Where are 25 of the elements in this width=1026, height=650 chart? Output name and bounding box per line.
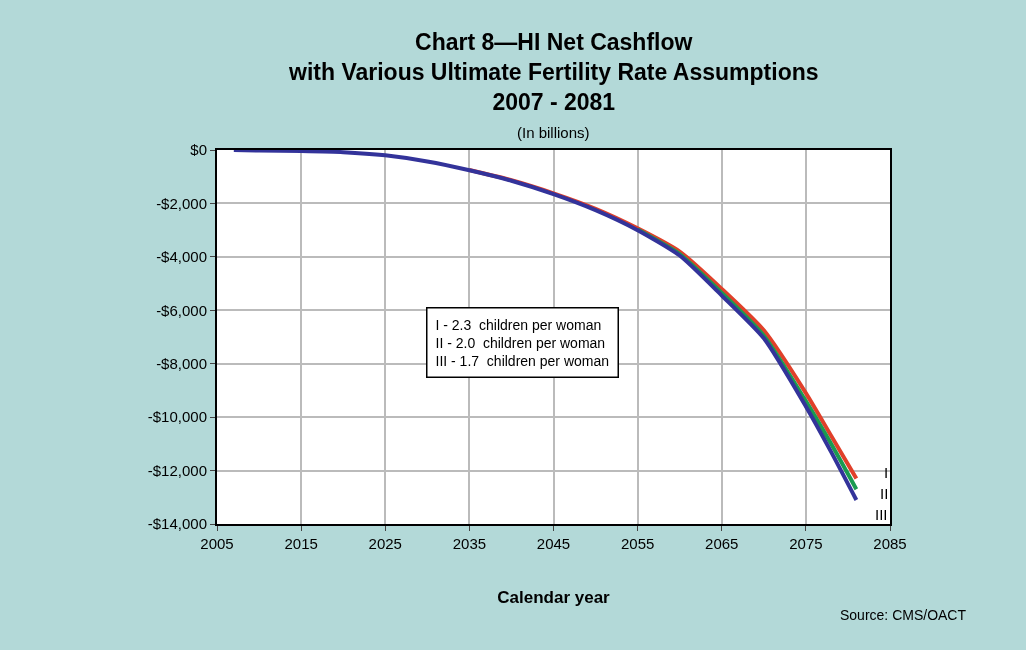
x-tick-label: 2085 (873, 535, 907, 552)
y-tick-label: -$4,000 (156, 248, 207, 266)
x-tick-label: 2045 (536, 535, 571, 552)
y-tick-label: -$2,000 (156, 194, 207, 212)
x-tick-label: 2075 (789, 535, 823, 552)
series-label: I (884, 464, 889, 481)
y-tick-label: $0 (190, 141, 207, 159)
series-label: III (875, 506, 888, 523)
chart-title: Chart 8—HI Net Cashflow with Various Ultimate Fertility Rate Assumptions 2007 - 2081 (288, 29, 819, 115)
x-tick-label: 2035 (452, 535, 487, 552)
x-tick-label: 2015 (284, 535, 318, 552)
x-tick-label: 2055 (620, 535, 655, 552)
x-tick-label: 2025 (368, 535, 402, 552)
x-tick-label: 2065 (705, 535, 739, 552)
y-tick-label: -$8,000 (156, 354, 207, 372)
y-tick-label: -$6,000 (156, 301, 207, 319)
series-label: II (880, 485, 889, 502)
x-tick-label: 2005 (200, 535, 234, 552)
annotation: I - 2.3 children per woman II - 2.0 children per woman III - 1.7 children per woman (435, 316, 610, 369)
y-tick-label: -$10,000 (147, 408, 207, 426)
source-note: Source: CMS/OACT (840, 607, 967, 623)
y-tick-label: -$12,000 (147, 461, 207, 479)
y-tick-label: -$14,000 (147, 515, 207, 533)
x-axis-title: Calendar year (497, 587, 611, 607)
chart-subtitle: (In billions) (517, 124, 590, 141)
